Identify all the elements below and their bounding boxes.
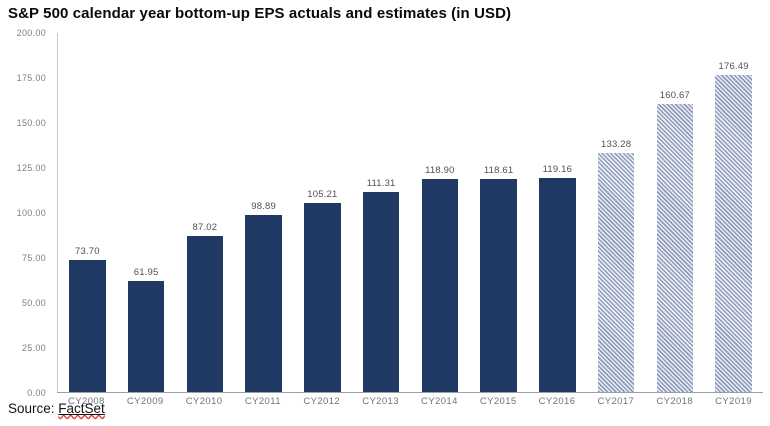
- x-tick-label-cy2008: CY2008: [68, 396, 105, 407]
- bar-slot-cy2011: 98.89: [234, 33, 293, 392]
- bar-value-label: 176.49: [718, 61, 749, 73]
- chart-title: S&P 500 calendar year bottom-up EPS actu…: [8, 5, 512, 22]
- x-tick-label-cy2010: CY2010: [185, 396, 223, 407]
- x-tick-label-cy2011: CY2011: [244, 396, 281, 407]
- y-tick-label: 150.00: [16, 118, 46, 128]
- bar-slot-cy2013: 111.31: [352, 33, 411, 392]
- bar-cy2008: [69, 259, 106, 392]
- y-tick-label: 200.00: [16, 28, 46, 38]
- source-spellcheck-underline: FactSet: [58, 401, 105, 416]
- source-prefix: Source:: [8, 401, 59, 416]
- bar-value-label: 160.67: [659, 89, 690, 101]
- bar-cy2015: [480, 179, 517, 392]
- bar-cy2013: [362, 192, 400, 392]
- x-tick-label-cy2014: CY2014: [421, 396, 458, 407]
- bar-slot-cy2017: 133.28: [587, 33, 646, 392]
- x-tick-label-cy2016: CY2016: [538, 396, 576, 407]
- bar-series: 73.70 61.95 87.02 98.89 105.21 111.31 118.90 11…: [58, 33, 763, 392]
- bar-value-label: 87.02: [192, 221, 218, 233]
- bar-value-label: 98.89: [251, 200, 277, 212]
- y-tick-label: 25.00: [21, 343, 46, 353]
- bar-cy2016: [539, 178, 576, 392]
- bar-value-label: 133.28: [600, 138, 632, 150]
- bar-slot-cy2014: 118.90: [411, 33, 470, 392]
- x-tick-label-cy2009: CY2009: [126, 396, 164, 407]
- bar-value-label: 73.70: [74, 245, 100, 257]
- bar-slot-cy2018: 160.67: [646, 33, 705, 392]
- bar-value-label: 119.16: [542, 164, 573, 176]
- y-tick-label: 175.00: [16, 73, 46, 83]
- bar-value-label: 105.21: [307, 189, 338, 201]
- plot-area: 73.70 61.95 87.02 98.89 105.21 111.31 118.90 11…: [57, 33, 763, 393]
- y-tick-label: 125.00: [16, 163, 46, 173]
- bar-cy2010: [186, 235, 224, 392]
- y-tick-label: 100.00: [16, 208, 46, 218]
- bar-slot-cy2019: 176.49: [704, 33, 763, 392]
- x-tick-label-cy2019: CY2019: [715, 396, 752, 407]
- bar-value-label: 61.95: [133, 266, 159, 278]
- y-tick-label: 50.00: [21, 298, 46, 308]
- bar-cy2009: [127, 280, 165, 392]
- bar-slot-cy2009: 61.95: [117, 33, 176, 392]
- bar-slot-cy2015: 118.61: [469, 33, 528, 392]
- x-axis: CY2008 CY2009 CY2010 CY2011 CY2012 CY2013 CY20…: [57, 396, 763, 407]
- bar-value-label: 118.90: [425, 164, 455, 176]
- y-axis: 0.00 25.00 50.00 75.00 100.00 125.00 150.00 175…: [0, 28, 50, 398]
- bar-cy2011: [245, 214, 282, 392]
- x-tick-label-cy2018: CY2018: [656, 396, 694, 407]
- bar-value-label: 118.61: [483, 165, 514, 177]
- source-line: Source: FactSet: [8, 401, 105, 416]
- bar-slot-cy2016: 119.16: [528, 33, 587, 392]
- bar-cy2017: [597, 152, 635, 392]
- source-name: FactSet: [58, 401, 105, 416]
- bar-cy2014: [421, 178, 459, 392]
- x-tick-label-cy2013: CY2013: [362, 396, 399, 407]
- y-tick-label: 75.00: [21, 253, 46, 263]
- bar-value-label: 111.31: [366, 178, 396, 190]
- y-tick-label: 0.00: [27, 388, 46, 398]
- bar-slot-cy2010: 87.02: [176, 33, 235, 392]
- bar-slot-cy2008: 73.70: [58, 33, 117, 392]
- x-tick-label-cy2017: CY2017: [597, 396, 635, 407]
- x-tick-label-cy2012: CY2012: [303, 396, 341, 407]
- bar-cy2018: [656, 103, 694, 392]
- bar-slot-cy2012: 105.21: [293, 33, 352, 392]
- bar-cy2012: [304, 203, 341, 392]
- bar-cy2019: [715, 75, 752, 392]
- x-tick-label-cy2015: CY2015: [479, 396, 517, 407]
